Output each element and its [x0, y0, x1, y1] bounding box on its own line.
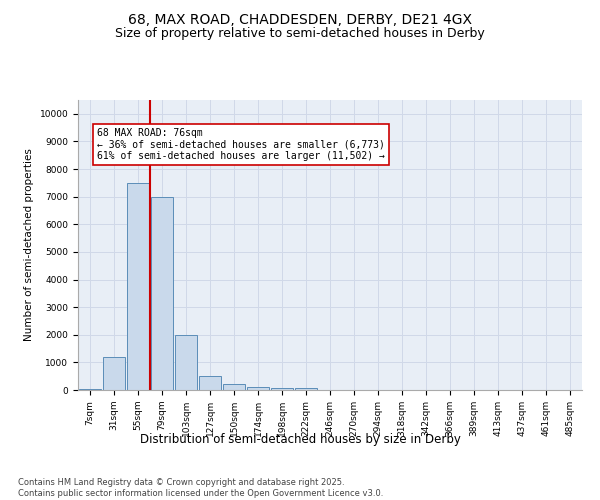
- Bar: [151, 196, 173, 390]
- Bar: [103, 357, 125, 390]
- Text: Size of property relative to semi-detached houses in Derby: Size of property relative to semi-detach…: [115, 28, 485, 40]
- Y-axis label: Number of semi-detached properties: Number of semi-detached properties: [24, 148, 34, 342]
- Bar: [175, 335, 197, 390]
- Bar: [271, 388, 293, 390]
- Bar: [127, 183, 149, 390]
- Bar: [295, 388, 317, 390]
- Text: Distribution of semi-detached houses by size in Derby: Distribution of semi-detached houses by …: [140, 432, 460, 446]
- Bar: [247, 387, 269, 390]
- Text: 68, MAX ROAD, CHADDESDEN, DERBY, DE21 4GX: 68, MAX ROAD, CHADDESDEN, DERBY, DE21 4G…: [128, 12, 472, 26]
- Bar: [199, 376, 221, 390]
- Bar: [79, 389, 101, 390]
- Text: 68 MAX ROAD: 76sqm
← 36% of semi-detached houses are smaller (6,773)
61% of semi: 68 MAX ROAD: 76sqm ← 36% of semi-detache…: [97, 128, 385, 161]
- Bar: [223, 384, 245, 390]
- Text: Contains HM Land Registry data © Crown copyright and database right 2025.
Contai: Contains HM Land Registry data © Crown c…: [18, 478, 383, 498]
